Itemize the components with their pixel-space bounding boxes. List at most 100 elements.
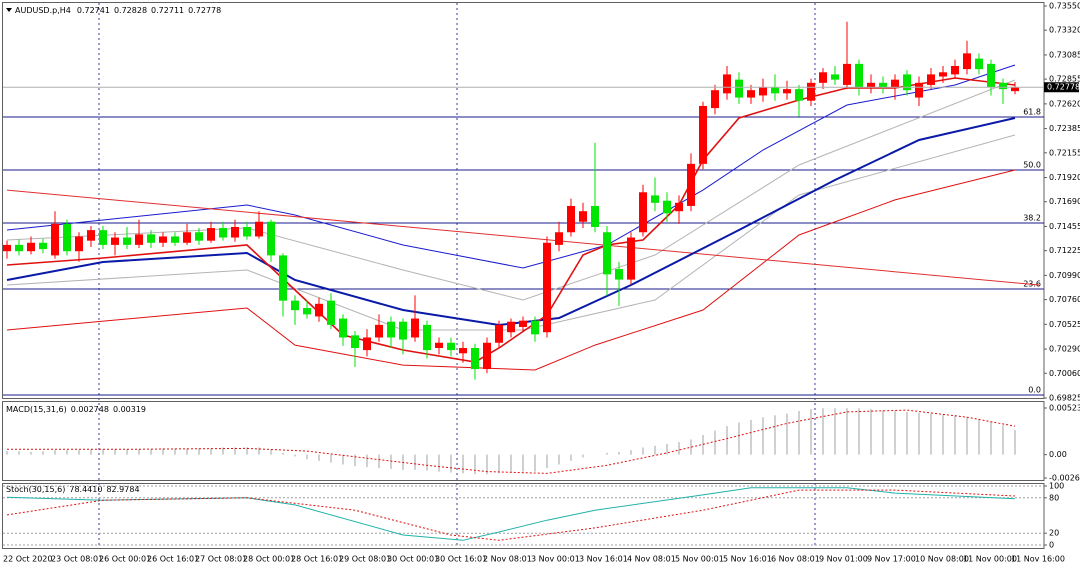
stoch-main-value: 78.4410	[69, 485, 102, 494]
candle-body	[699, 105, 707, 164]
candle-body	[531, 320, 539, 335]
candle-body	[435, 342, 443, 349]
candle-body	[387, 321, 395, 338]
candle-body	[591, 205, 599, 227]
candle-body	[1011, 87, 1019, 92]
x-tick-label: 3 Nov 00:01	[531, 555, 580, 564]
x-tick-label: 5 Nov 16:01	[723, 555, 772, 564]
y-tick-label: 0.70290	[1049, 345, 1080, 354]
y-tick-label: 0.69825	[1049, 394, 1080, 403]
candle-body	[63, 223, 71, 252]
candle-body	[807, 82, 815, 101]
candle-body	[243, 226, 251, 237]
y-tick-label: 0.00	[1049, 450, 1067, 459]
y-tick-label: 0.70060	[1049, 369, 1080, 378]
candle-body	[675, 202, 683, 212]
x-tick-label: 27 Oct 08:01	[195, 555, 247, 564]
candle-body	[183, 232, 191, 243]
y-tick-label: 80	[1049, 493, 1059, 502]
x-tick-label: 4 Nov 08:01	[627, 555, 676, 564]
candle-body	[267, 221, 275, 256]
candle-body	[663, 200, 671, 214]
candle-body	[51, 223, 59, 256]
candle-body	[939, 72, 947, 77]
y-tick-label: 0.72155	[1049, 148, 1080, 157]
candle-body	[543, 242, 551, 333]
macd-value: 0.002748	[71, 405, 109, 414]
candle-body	[39, 242, 47, 250]
indicator-line	[6, 117, 1016, 327]
candle-body	[975, 58, 983, 70]
candle-body	[315, 303, 323, 317]
candle-body	[519, 320, 527, 327]
indicator-line	[6, 189, 1040, 286]
price-label: 0.72778	[1047, 83, 1080, 92]
candle-body	[459, 348, 467, 354]
candle-body	[915, 82, 923, 98]
candle-body	[255, 221, 263, 237]
candle-body	[615, 269, 623, 280]
candle-body	[831, 74, 839, 80]
x-tick-label: 11 Nov 00:00	[963, 555, 1017, 564]
candle-body	[783, 89, 791, 94]
candle-body	[471, 348, 479, 370]
candle-body	[639, 192, 647, 233]
candle-body	[3, 244, 11, 252]
y-tick-label: 0.72855	[1049, 75, 1080, 84]
candle-body	[135, 234, 143, 245]
candle-body	[351, 335, 359, 349]
signal-line	[7, 409, 1016, 474]
y-tick-label: 0.73550	[1049, 2, 1080, 11]
y-tick-label: 0.71225	[1049, 246, 1080, 255]
main-header: AUDUSD.p,H4 0.72741 0.72828 0.72711 0.72778	[15, 6, 221, 15]
candle-body	[495, 324, 503, 343]
candle-body	[999, 82, 1007, 90]
y-tick-label: 100	[1049, 482, 1064, 491]
y-tick-label: 0.71455	[1049, 222, 1080, 231]
candle-body	[987, 63, 995, 88]
candle-body	[303, 308, 311, 315]
indicator-line	[6, 77, 1016, 363]
candle-body	[27, 242, 35, 252]
candle-body	[963, 53, 971, 70]
y-tick-label: -0.002621	[1049, 474, 1080, 483]
x-tick-label: 10 Nov 08:00	[915, 555, 969, 564]
main-pane-border	[2, 2, 1045, 399]
candle-body	[747, 90, 755, 98]
x-tick-label: 3 Nov 16:01	[579, 555, 628, 564]
candle-body	[147, 234, 155, 243]
y-tick-label: 0.72385	[1049, 124, 1080, 133]
candle-body	[411, 318, 419, 338]
y-tick-label: 0.73085	[1049, 50, 1080, 59]
candle-body	[363, 337, 371, 351]
candle-body	[423, 324, 431, 351]
stoch-pane-border	[2, 483, 1045, 549]
x-tick-label: 28 Oct 16:01	[291, 555, 343, 564]
fib-level-label: 0.0	[1028, 386, 1041, 395]
y-tick-label: 0.71690	[1049, 197, 1080, 206]
indicator-line	[6, 64, 1016, 269]
open-value: 0.72741	[77, 6, 110, 15]
y-tick-label: 0.72620	[1049, 99, 1080, 108]
candle-body	[399, 321, 407, 340]
x-tick-label: 26 Oct 00:01	[99, 555, 151, 564]
collapse-icon[interactable]	[6, 8, 12, 12]
y-tick-label: 0.71920	[1049, 173, 1080, 182]
x-tick-label: 6 Nov 08:01	[771, 555, 820, 564]
candle-body	[99, 230, 107, 245]
x-tick-label: 11 Nov 16:00	[1011, 555, 1065, 564]
indicator-line	[6, 169, 1016, 371]
candle-body	[855, 63, 863, 88]
candle-body	[195, 232, 203, 241]
high-value: 0.72828	[114, 6, 147, 15]
candle-body	[879, 82, 887, 88]
candle-body	[75, 236, 83, 252]
candle-body	[603, 232, 611, 275]
y-tick-label: 0.005233	[1049, 404, 1080, 413]
candle-body	[927, 74, 935, 85]
x-tick-label: 22 Oct 2020	[3, 555, 52, 564]
y-tick-label: 0	[1049, 541, 1054, 550]
candle-body	[483, 342, 491, 370]
